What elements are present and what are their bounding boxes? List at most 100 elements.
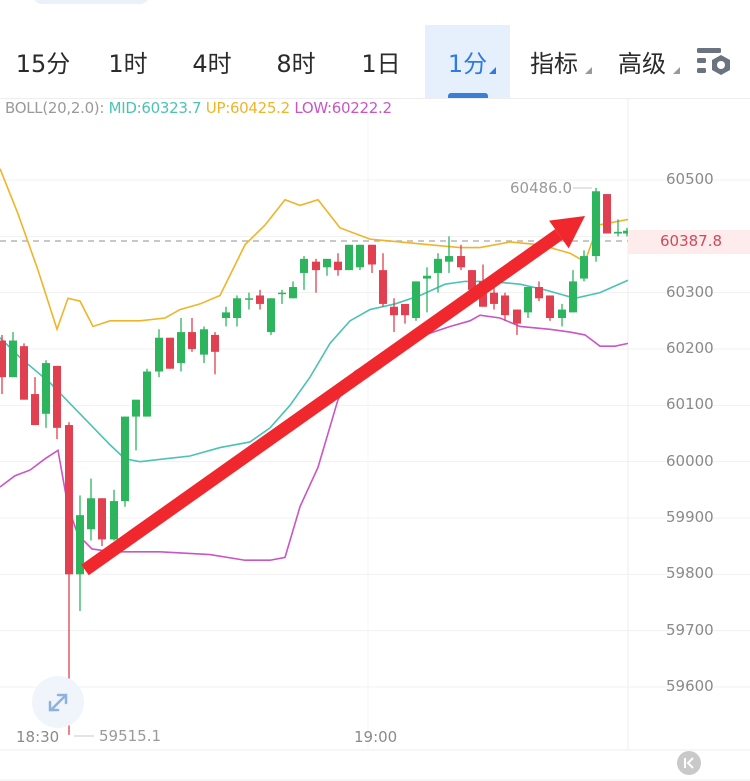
price-axis-label: 60300 <box>666 282 714 301</box>
candle-body <box>323 258 331 268</box>
candle-body <box>513 309 521 324</box>
candle-body <box>233 298 241 319</box>
boll-up-value: UP:60425.2 <box>205 99 290 117</box>
current-price-tag: 60387.8 <box>628 230 750 254</box>
tab-1[interactable]: 1时 <box>86 25 170 98</box>
candle-body <box>200 329 208 355</box>
candle-body <box>110 501 118 540</box>
price-axis-label: 59800 <box>666 564 714 583</box>
candle-body <box>177 332 185 364</box>
candle-body <box>188 332 196 349</box>
price-axis-label: 60100 <box>666 395 714 414</box>
tab-label: 1日 <box>361 50 401 78</box>
candle-body <box>87 498 95 530</box>
price-axis-label: 60200 <box>666 338 714 357</box>
candle-body <box>580 256 588 279</box>
candle-body <box>603 194 611 234</box>
candle-body <box>390 306 398 316</box>
candle-body <box>222 312 230 319</box>
tab-label: 1时 <box>108 50 148 78</box>
tab-3[interactable]: 8时 <box>254 25 338 98</box>
candle-body <box>356 244 364 268</box>
candle-body <box>132 399 140 417</box>
tab-label: 高级 <box>618 50 666 78</box>
tab-label: 4时 <box>192 50 232 78</box>
candle-body <box>289 287 297 299</box>
time-axis-label: 18:30 <box>16 728 60 746</box>
trend-arrow-shaft <box>81 229 563 576</box>
candle-body <box>121 416 129 502</box>
boll-mid-value: MID:60323.7 <box>108 99 202 117</box>
tab-label: 15分 <box>15 50 71 78</box>
boll-legend: BOLL(20,2.0): MID:60323.7 UP:60425.2 LOW… <box>5 99 392 117</box>
tab-4[interactable]: 1日 <box>338 25 424 98</box>
candle-body <box>434 258 442 273</box>
candle-body <box>267 298 275 333</box>
current-price-value: 60387.8 <box>660 232 723 250</box>
candle-body <box>278 292 286 295</box>
price-axis-label: 60500 <box>666 170 714 188</box>
candle-body <box>535 287 543 299</box>
active-tab-indicator <box>447 93 488 98</box>
candle-body <box>423 275 431 279</box>
candle-body <box>401 303 409 316</box>
top-pill <box>33 0 149 4</box>
expand-button[interactable] <box>32 676 84 728</box>
boll-upper-band <box>0 168 629 332</box>
candle-body <box>379 270 387 304</box>
chart-settings-icon[interactable] <box>695 46 735 78</box>
candle-body <box>468 270 476 290</box>
candle-body <box>98 498 106 540</box>
candle-body <box>53 365 61 428</box>
candle-body <box>143 371 151 417</box>
candle-body <box>42 363 50 414</box>
candle-body <box>20 346 28 400</box>
candle-body <box>345 244 353 271</box>
candle-body <box>623 230 631 234</box>
candle-body <box>412 281 420 319</box>
dropdown-triangle-icon <box>673 67 680 74</box>
candle-body <box>501 295 509 316</box>
candle-body <box>65 425 73 575</box>
candle-body <box>490 292 498 304</box>
tab-0[interactable]: 15分 <box>0 25 86 98</box>
expand-arrows-icon <box>48 693 68 712</box>
header-divider <box>0 98 750 99</box>
candle-body <box>300 258 308 273</box>
tab-5[interactable]: 1分 <box>425 25 510 98</box>
candle-body <box>256 295 264 304</box>
candle-body <box>0 340 6 378</box>
candle-body <box>155 337 163 372</box>
chevron-left-bar-icon <box>684 757 694 769</box>
tab-label: 1分 <box>447 50 488 78</box>
boll-label: BOLL(20,2.0): <box>5 99 105 117</box>
candle-body <box>31 394 39 426</box>
candle-body <box>166 337 174 369</box>
tab-2[interactable]: 4时 <box>170 25 254 98</box>
tab-label: 8时 <box>276 50 316 78</box>
dropdown-triangle-icon <box>489 67 496 74</box>
time-axis-label: 19:00 <box>354 728 398 746</box>
tab-label: 指标 <box>530 50 578 78</box>
candle-body <box>9 340 17 378</box>
price-axis-label: 59900 <box>666 507 714 526</box>
dropdown-triangle-icon <box>585 67 592 74</box>
candle-body <box>524 287 532 313</box>
trend-arrow-head-icon <box>549 216 585 249</box>
low-price-annotation: 59515.1 <box>99 727 162 745</box>
tab-6[interactable]: 指标 <box>510 25 598 98</box>
candle-body <box>211 334 219 352</box>
timeframe-tabs: 15分 1时 4时 8时 1日 1分 指标 高级 <box>0 25 750 98</box>
boll-middle-band <box>0 279 629 463</box>
price-axis-label: 60000 <box>666 451 714 470</box>
candle-body <box>368 244 376 265</box>
candle-body <box>334 261 342 271</box>
price-axis-label: 59700 <box>666 620 714 639</box>
tab-7[interactable]: 高级 <box>598 25 686 98</box>
candle-body <box>445 256 453 262</box>
scroll-to-latest-button[interactable] <box>677 751 701 775</box>
candle-body <box>76 515 84 575</box>
candle-body <box>558 309 566 319</box>
high-price-annotation: 60486.0 <box>510 179 573 197</box>
